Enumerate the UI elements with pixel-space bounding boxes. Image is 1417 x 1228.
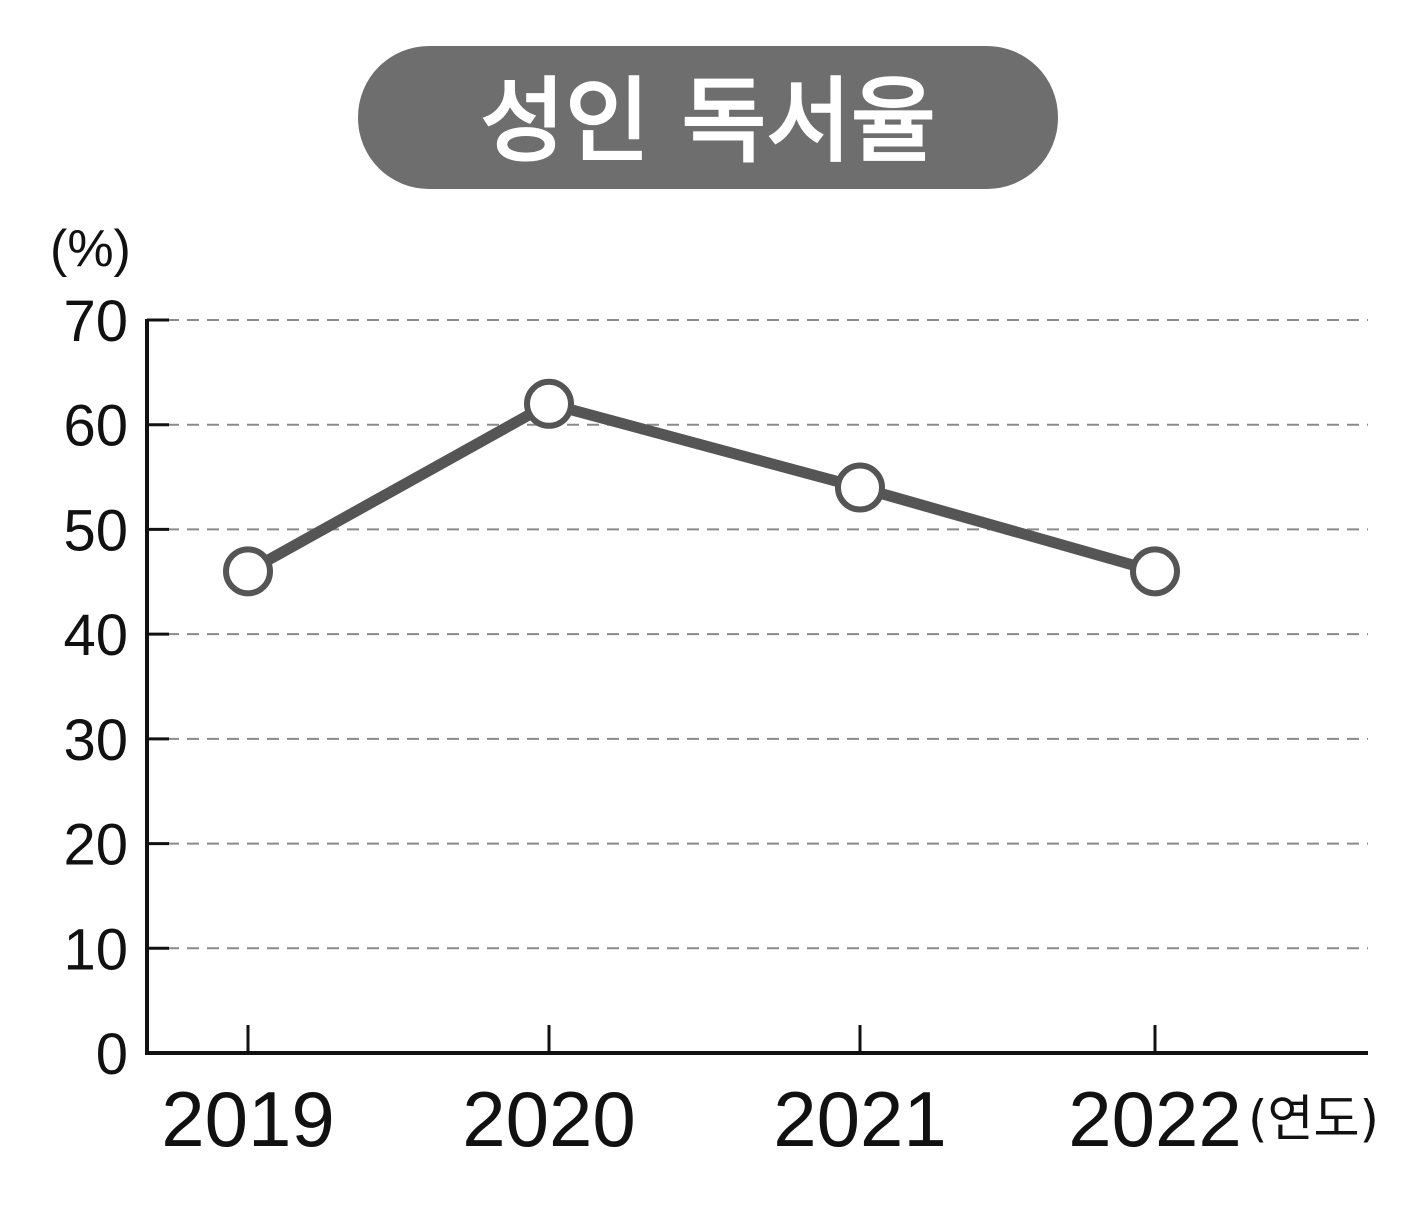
title-background [358,46,1058,189]
data-point-marker [524,378,574,429]
data-point-marker [1130,546,1180,597]
grid-lines [147,319,1368,950]
y-axis-ticks: 0 10 20 30 40 50 60 70 [63,289,169,1087]
x-tick-label: 2020 [462,1075,636,1163]
chart-title: 성인 독서율 [480,68,935,175]
y-tick-label: 10 [63,917,128,982]
series-line [242,398,1161,577]
y-tick-label: 50 [63,498,128,563]
x-axis-ticks: 2019 2020 2021 2022 [161,1025,1242,1163]
x-tick-label: 2019 [161,1075,335,1163]
data-point-marker [835,462,885,513]
data-point-marker [223,546,273,597]
x-tick-label: 2022 [1068,1075,1242,1163]
y-tick-label: 20 [63,813,128,878]
series-group [223,378,1180,597]
x-axis-unit: (연도) [1248,1090,1379,1148]
y-tick-label: 40 [63,603,128,668]
y-axis-unit: (%) [50,220,131,278]
y-tick-label: 70 [63,289,128,354]
chart-title-group: 성인 독서율 [358,46,1058,189]
y-tick-label: 60 [63,394,128,459]
x-tick-label: 2021 [773,1075,947,1163]
y-tick-label: 30 [63,708,128,773]
y-tick-label: 0 [96,1022,128,1087]
